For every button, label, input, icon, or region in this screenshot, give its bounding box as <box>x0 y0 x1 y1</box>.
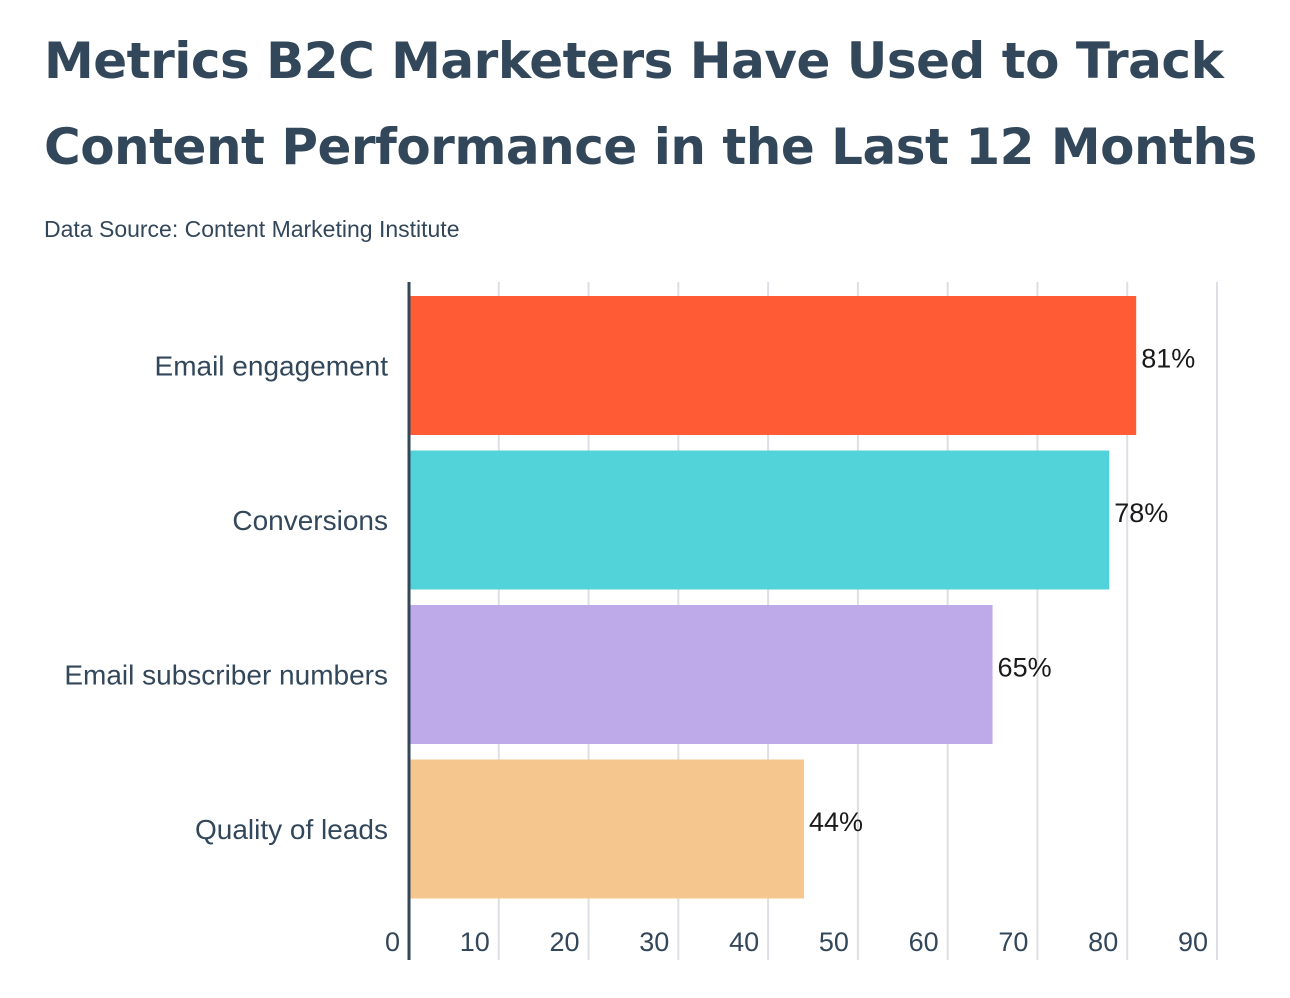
x-tick-label: 20 <box>550 927 580 957</box>
bar-quality-of-leads <box>409 759 805 899</box>
category-label: Conversions <box>232 505 388 536</box>
bar-email-engagement <box>409 296 1137 435</box>
x-tick-label: 70 <box>998 927 1028 957</box>
bar-email-subscriber-numbers <box>409 605 993 744</box>
x-tick-label: 80 <box>1088 927 1118 957</box>
labels: 0 10 20 30 40 50 60 70 80 90 Email engagement 81% Co… <box>64 344 1208 958</box>
category-label: Email engagement <box>155 351 389 382</box>
data-label: 81% <box>1141 344 1195 374</box>
category-label: Email subscriber numbers <box>64 660 388 691</box>
data-label: 44% <box>809 807 863 837</box>
x-tick-label: 40 <box>729 927 759 957</box>
bar-conversions <box>409 450 1110 590</box>
x-tick-label: 0 <box>385 927 400 957</box>
x-tick-label: 10 <box>460 927 490 957</box>
category-label: Quality of leads <box>195 814 388 845</box>
data-source: Data Source: Content Marketing Institute <box>44 216 460 242</box>
x-tick-label: 50 <box>819 927 849 957</box>
x-tick-label: 60 <box>909 927 939 957</box>
x-tick-label: 30 <box>639 927 669 957</box>
bars <box>409 296 1137 899</box>
data-label: 78% <box>1114 498 1168 528</box>
x-tick-label: 90 <box>1178 927 1208 957</box>
chart-title: Metrics B2C Marketers Have Used to Track… <box>44 32 1257 176</box>
data-label: 65% <box>998 653 1052 683</box>
